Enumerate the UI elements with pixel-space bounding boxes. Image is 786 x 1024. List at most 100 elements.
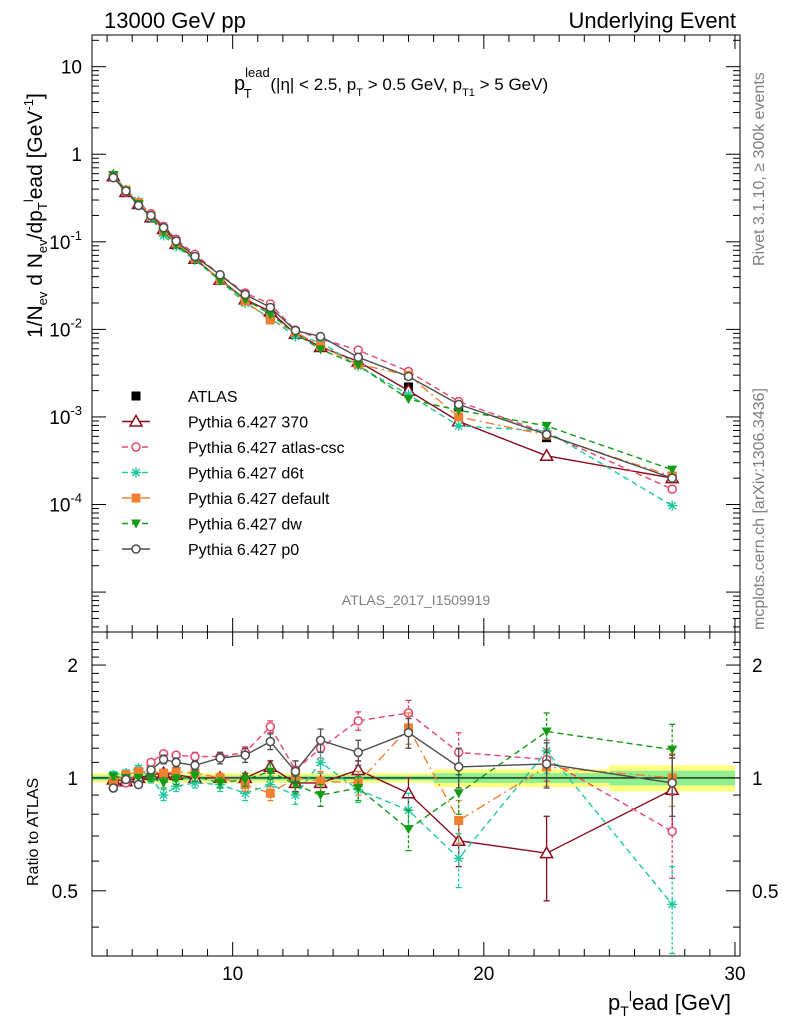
cut-description: plead T (|η| < 2.5, pT > 0.5 GeV, pT1 > 5…	[234, 65, 548, 101]
legend-swatch-marker	[131, 391, 141, 401]
ratio-point-pythia-6-427-d6t	[290, 790, 301, 801]
y-tick-label: 10	[61, 58, 82, 79]
main-point-pythia-6-427-atlas-csc	[667, 484, 677, 494]
ratio-point-pythia-6-427-p0	[133, 779, 144, 790]
ratio-point-pythia-6-427-atlas-csc	[353, 716, 363, 726]
ratio-point-pythia-6-427-p0	[108, 783, 119, 793]
ratio-series-pythia-6-427-atlas-csc	[108, 699, 677, 879]
ratio-point-pythia-6-427-p0	[121, 774, 131, 785]
main-point-pythia-6-427-p0	[667, 473, 677, 483]
legend-label: Pythia 6.427 d6t	[188, 466, 304, 483]
ratio-point-pythia-6-427-d6t	[240, 788, 251, 799]
ratio-point-pythia-6-427-p0	[541, 759, 552, 769]
main-point-pythia-6-427-p0	[133, 200, 144, 211]
y-tick-base: 10	[61, 58, 82, 79]
y-tick-label: 1	[71, 145, 82, 166]
cut-T1: T1	[462, 87, 475, 99]
ratio-point-pythia-6-427-p0	[240, 750, 250, 760]
ratio-point-pythia-6-427-dw	[189, 772, 200, 782]
main-point-pythia-6-427-p0	[315, 331, 326, 342]
main-point-pythia-6-427-p0	[541, 429, 552, 440]
ratio-y-tick-label: 0.5	[52, 882, 78, 903]
ratio-point-pythia-6-427-dw	[315, 791, 326, 801]
cut-T: T	[244, 86, 252, 101]
ratio-point-pythia-6-427-p0	[215, 753, 225, 763]
y-axis-label-ratio: Ratio to ATLAS	[25, 778, 42, 886]
ratio-point-pythia-6-427-dw	[265, 767, 276, 777]
x-tick-label: 30	[724, 964, 745, 985]
ratio-point-pythia-6-427-d6t	[171, 781, 182, 792]
ratio-point-pythia-6-427-dw	[146, 773, 157, 783]
ratio-point-pythia-6-427-d6t	[189, 777, 200, 788]
ratio-y-tick-label-right: 2	[752, 656, 763, 677]
legend-swatch-marker	[131, 493, 141, 503]
legend-label: Pythia 6.427 default	[188, 491, 330, 508]
main-point-pythia-6-427-dw	[453, 406, 464, 416]
x-tick-label: 20	[473, 964, 494, 985]
legend-label: ATLAS	[188, 389, 238, 406]
ratio-point-pythia-6-427-p0	[265, 736, 276, 747]
main-point-pythia-6-427-dw	[403, 395, 414, 405]
main-point-pythia-6-427-p0	[290, 325, 301, 336]
main-point-pythia-6-427-dw	[353, 361, 364, 371]
legend-swatch-marker	[128, 413, 144, 427]
ratio-series-pythia-6-427-p0	[108, 717, 677, 817]
legend-swatch-marker	[131, 544, 141, 554]
mcplots-label: mcplots.cern.ch [arXiv:1306.3436]	[751, 388, 768, 630]
xlabel-part: l	[629, 988, 632, 1004]
legend: ATLAS Pythia 6.427 370 Pythia 6.427 atlas-…	[122, 389, 345, 559]
ratio-point-pythia-6-427-d6t	[667, 899, 678, 910]
main-series-atlas	[108, 171, 677, 481]
ratio-point-pythia-6-427-default	[171, 767, 181, 777]
ratio-point-pythia-6-427-p0	[171, 757, 181, 768]
legend-entry-pythia-6-427-370: Pythia 6.427 370	[122, 413, 308, 432]
ylabel-part: -1	[21, 99, 36, 111]
x-axis-label: pTlead [GeV]	[608, 988, 731, 1019]
main-point-pythia-6-427-p0	[240, 289, 250, 300]
y-tick-label: 10-4	[49, 491, 82, 517]
header-left: 13000 GeV pp	[104, 8, 246, 33]
y-tick-exponent: -1	[70, 228, 82, 243]
ratio-y-tick-label-right: 0.5	[752, 882, 778, 903]
ratio-point-pythia-6-427-p0	[146, 765, 156, 775]
legend-swatch-marker	[131, 519, 141, 529]
ratio-point-pythia-6-427-p0	[403, 727, 414, 738]
ratio-point-pythia-6-427-d6t	[453, 853, 464, 864]
xlabel-part: ead [GeV]	[632, 990, 731, 1015]
main-point-pythia-6-427-p0	[158, 222, 169, 233]
ratio-point-pythia-6-427-d6t	[158, 790, 169, 801]
main-point-pythia-6-427-dw	[541, 421, 552, 431]
main-point-pythia-6-427-p0	[108, 172, 119, 183]
main-point-pythia-6-427-p0	[403, 371, 414, 382]
main-point-pythia-6-427-p0	[190, 251, 200, 262]
main-point-pythia-6-427-p0	[146, 210, 156, 221]
main-point-pythia-6-427-p0	[171, 236, 181, 246]
ratio-point-pythia-6-427-dw	[133, 773, 144, 783]
y-tick-exponent: -2	[70, 315, 82, 330]
ratio-point-pythia-6-427-p0	[190, 760, 200, 771]
ylabel-part: l	[21, 199, 36, 202]
main-point-pythia-6-427-dw	[215, 276, 226, 286]
xlabel-part: p	[608, 990, 620, 1015]
y-tick-base: 10	[49, 320, 70, 341]
ratio-frame	[91, 631, 741, 957]
main-line-pythia-6-427-default	[112, 175, 673, 477]
y-tick-base: 10	[49, 496, 70, 517]
main-line-pythia-6-427-370	[112, 175, 673, 479]
analysis-id: ATLAS_2017_I1509919	[342, 592, 491, 608]
y-axis-label-main: 1/Nev d Nev/dpTlead [GeV-1]	[21, 93, 50, 338]
main-series-pythia-6-427-default	[108, 171, 677, 481]
ratio-point-pythia-6-427-default	[265, 788, 275, 798]
ratio-y-tick-label-right: 1	[752, 769, 763, 790]
legend-label: Pythia 6.427 370	[188, 415, 308, 432]
cut-lead: lead	[245, 65, 270, 80]
ratio-point-pythia-6-427-d6t	[315, 757, 326, 768]
legend-entry-pythia-6-427-d6t: Pythia 6.427 d6t	[122, 466, 304, 483]
cut-p: p	[234, 73, 245, 95]
legend-label: Pythia 6.427 atlas-csc	[188, 440, 345, 457]
main-point-pythia-6-427-d6t	[667, 500, 678, 511]
ylabel-part: ead [GeV	[24, 111, 47, 200]
y-tick-label: 10-3	[49, 403, 82, 429]
